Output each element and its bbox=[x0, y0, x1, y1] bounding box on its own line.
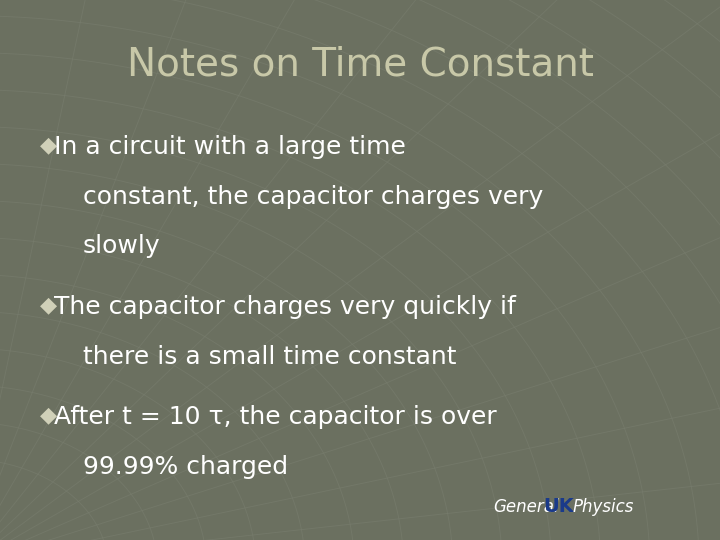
Text: ◆: ◆ bbox=[40, 135, 57, 155]
Text: constant, the capacitor charges very: constant, the capacitor charges very bbox=[83, 185, 543, 208]
Text: General: General bbox=[493, 498, 559, 516]
Text: 99.99% charged: 99.99% charged bbox=[83, 455, 288, 478]
Text: Physics: Physics bbox=[572, 498, 634, 516]
Text: The capacitor charges very quickly if: The capacitor charges very quickly if bbox=[54, 295, 516, 319]
Text: Notes on Time Constant: Notes on Time Constant bbox=[127, 46, 593, 84]
Text: After t = 10 τ, the capacitor is over: After t = 10 τ, the capacitor is over bbox=[54, 405, 497, 429]
Text: there is a small time constant: there is a small time constant bbox=[83, 345, 456, 368]
Text: ◆: ◆ bbox=[40, 405, 57, 425]
Text: ◆: ◆ bbox=[40, 295, 57, 315]
Text: UK: UK bbox=[544, 497, 575, 516]
Text: slowly: slowly bbox=[83, 234, 161, 258]
Text: In a circuit with a large time: In a circuit with a large time bbox=[54, 135, 406, 159]
